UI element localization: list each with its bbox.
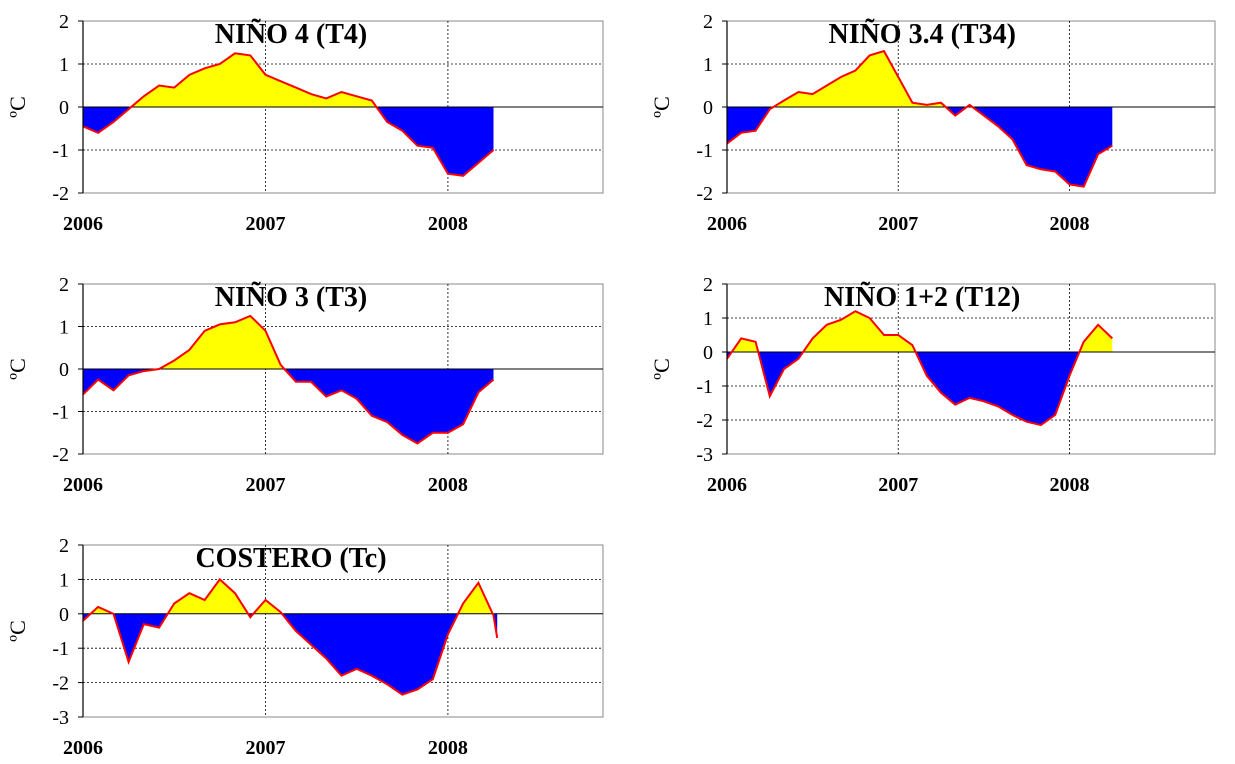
y-tick-label: 1	[703, 308, 713, 330]
y-axis-label: ºC	[5, 96, 30, 118]
y-tick-label: 2	[59, 274, 69, 296]
x-tick-label: 2008	[428, 213, 468, 235]
anomaly-line	[82, 314, 495, 445]
y-tick-label: -2	[52, 444, 69, 466]
y-axis-label: ºC	[649, 358, 674, 380]
x-tick-label: 2008	[428, 737, 468, 759]
y-tick-label: 1	[703, 54, 713, 76]
y-tick-label: -3	[696, 444, 713, 466]
y-tick-label: 0	[703, 342, 713, 364]
chart-title: NIÑO 1+2 (T12)	[824, 282, 1020, 313]
positive-area	[773, 51, 946, 107]
x-tick-label: 2006	[63, 737, 103, 759]
positive-area	[253, 600, 282, 614]
x-tick-label: 2008	[428, 474, 468, 496]
y-tick-label: 0	[59, 359, 69, 381]
x-tick-label: 2007	[878, 474, 918, 496]
y-tick-label: -1	[696, 376, 713, 398]
y-axis-label: ºC	[5, 620, 30, 642]
x-tick-label: 2008	[1049, 474, 1089, 496]
y-tick-label: -1	[52, 638, 69, 660]
y-tick-label: -1	[52, 140, 69, 162]
chart-2: 2 1 0 -1 -2 2006 2007 2008 ºC NIÑO 3.4 (T34)	[649, 11, 1216, 235]
x-tick-label: 2008	[1049, 213, 1089, 235]
anomaly-line	[726, 49, 1113, 188]
y-tick-label: 1	[59, 54, 69, 76]
y-tick-label: 2	[59, 535, 69, 557]
chart-title: NIÑO 3 (T3)	[215, 282, 367, 313]
chart-title: COSTERO (Tc)	[195, 543, 386, 574]
positive-area	[458, 582, 493, 614]
x-tick-label: 2006	[707, 213, 747, 235]
x-tick-label: 2007	[245, 213, 285, 235]
y-tick-label: 1	[59, 317, 69, 339]
anomaly-line	[82, 52, 495, 177]
chart-title: NIÑO 4 (T4)	[215, 19, 367, 50]
y-tick-label: -2	[52, 183, 69, 205]
anomaly-line	[726, 310, 1113, 427]
y-tick-label: -1	[696, 140, 713, 162]
chart-1: 2 1 0 -1 -2 2006 2007 2008 ºC NIÑO 4 (T4)	[5, 11, 604, 235]
positive-area	[159, 315, 285, 369]
x-tick-label: 2007	[245, 737, 285, 759]
x-tick-label: 2007	[878, 213, 918, 235]
chart-3: 2 1 0 -1 -2 2006 2007 2008 ºC NIÑO 3 (T3)	[5, 274, 604, 496]
y-tick-label: 0	[703, 97, 713, 119]
chart-5: 2 1 0 -1 -2 -3 2006 2007 2008 ºC COSTERO (Tc)	[5, 535, 604, 759]
x-tick-label: 2006	[63, 474, 103, 496]
negative-area	[492, 613, 498, 638]
x-tick-label: 2007	[245, 474, 285, 496]
anomaly-line	[82, 577, 499, 696]
negative-area	[945, 107, 967, 116]
negative-area	[915, 352, 1080, 426]
y-tick-label: -2	[52, 673, 69, 695]
y-tick-label: 1	[59, 569, 69, 591]
chart-4: 2 1 0 -1 -2 -3 2006 2007 2008 ºC NIÑO 1+2 (T12)	[649, 274, 1216, 496]
y-tick-label: 2	[703, 11, 713, 33]
negative-area	[972, 107, 1113, 187]
x-tick-label: 2006	[707, 474, 747, 496]
y-tick-label: 2	[703, 274, 713, 296]
y-tick-label: 2	[59, 11, 69, 33]
y-tick-label: -3	[52, 707, 69, 729]
y-tick-label: -2	[696, 183, 713, 205]
x-tick-label: 2006	[63, 213, 103, 235]
negative-area	[376, 107, 494, 176]
y-axis-label: ºC	[5, 358, 30, 380]
chart-title: NIÑO 3.4 (T34)	[828, 19, 1015, 50]
positive-area	[803, 311, 916, 352]
negative-area	[282, 613, 458, 695]
positive-area	[131, 53, 377, 107]
y-tick-label: 0	[59, 97, 69, 119]
y-tick-label: -1	[52, 402, 69, 424]
y-tick-label: 0	[59, 604, 69, 626]
y-tick-label: -2	[696, 410, 713, 432]
negative-area	[284, 369, 494, 444]
negative-area	[83, 107, 132, 133]
y-axis-label: ºC	[649, 96, 674, 118]
